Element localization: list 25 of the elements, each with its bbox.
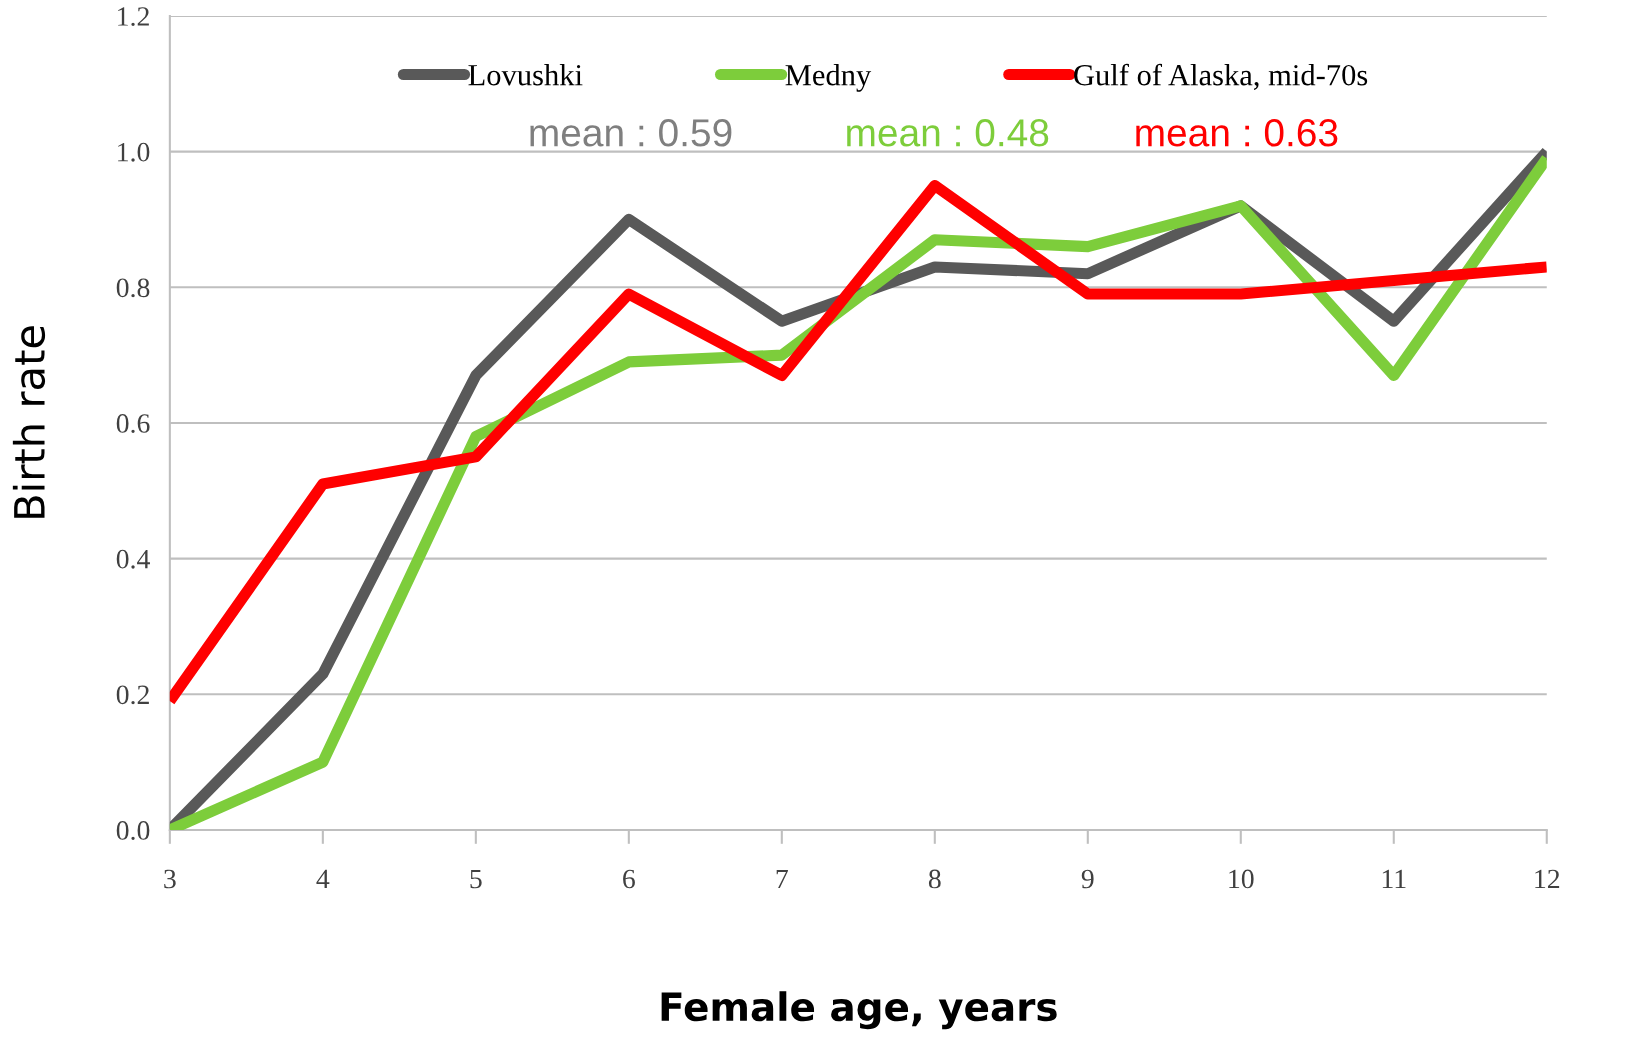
x-tick-label: 10 xyxy=(1229,869,1254,889)
y-tick-label: 0.8 xyxy=(116,278,150,298)
x-tick-label: 9 xyxy=(1081,869,1094,889)
x-tick-label: 5 xyxy=(470,869,482,889)
y-tick-label: 1.2 xyxy=(118,7,149,26)
x-tick-label: 4 xyxy=(316,869,330,889)
annotation: mean : 0.59 xyxy=(530,119,732,147)
y-tick-label: 0.2 xyxy=(116,685,149,705)
x-tick-label: 3 xyxy=(164,869,176,889)
legend-label: Gulf of Alaska, mid-70s xyxy=(1074,63,1368,90)
annotation: mean : 0.63 xyxy=(1136,119,1338,147)
x-tick-label: 7 xyxy=(776,869,788,889)
x-tick-label: 12 xyxy=(1535,869,1560,889)
x-tick-label: 11 xyxy=(1382,869,1406,889)
y-tick-label: 1.0 xyxy=(118,142,150,162)
legend-label: Lovushki xyxy=(468,64,583,86)
annotation: mean : 0.48 xyxy=(847,119,1049,147)
y-tick-label: 0.0 xyxy=(116,821,150,840)
x-tick-label: 8 xyxy=(928,869,941,889)
y-tick-label: 0.6 xyxy=(116,414,150,433)
y-tick-label: 0.4 xyxy=(116,549,150,569)
legend-label: Medny xyxy=(785,64,872,92)
x-axis-title: Female age, years xyxy=(661,991,1057,1030)
x-tick-label: 6 xyxy=(623,869,635,889)
y-axis-title: Birth rate xyxy=(12,326,46,518)
